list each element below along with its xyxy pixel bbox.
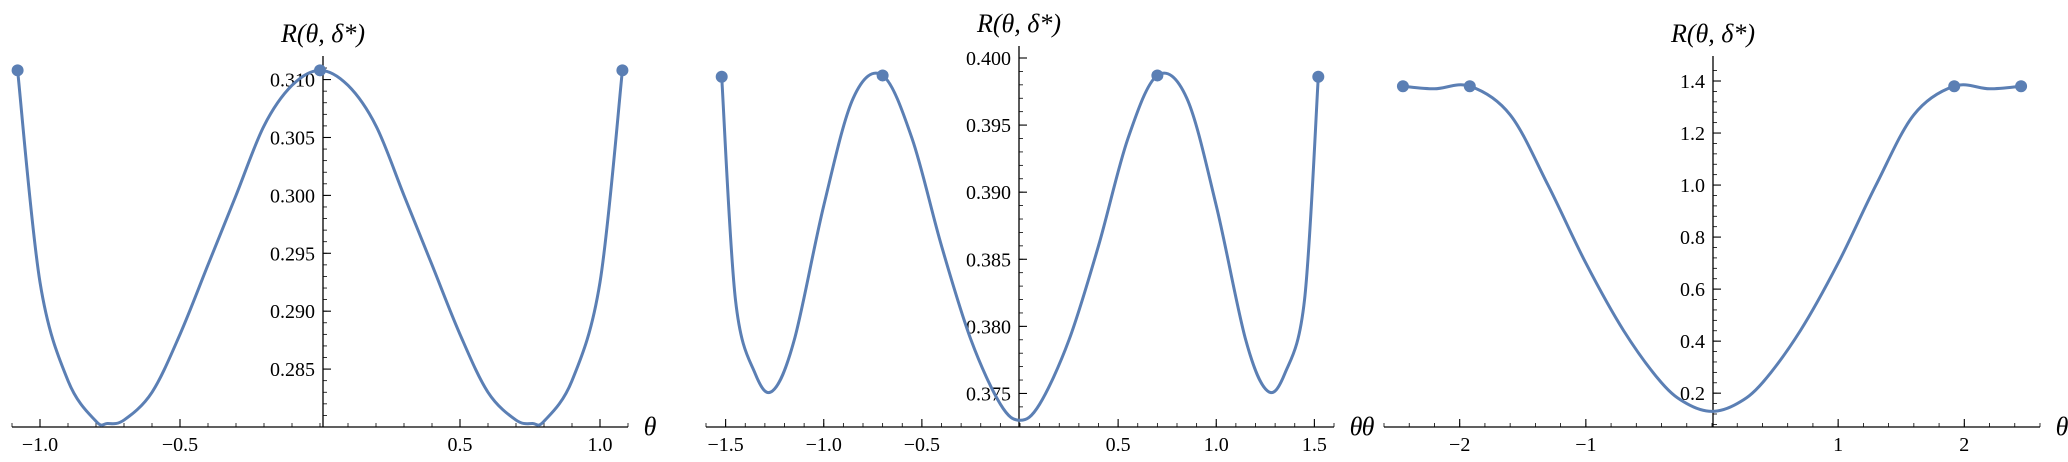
x-tick-label: −0.5: [162, 434, 198, 456]
risk-curve: [720, 71, 1320, 422]
risk-curve: [1402, 83, 2022, 413]
data-point: [876, 69, 889, 82]
x-tick-label: −2: [1449, 434, 1470, 456]
data-point: [715, 70, 728, 83]
x-axis-label-left: θ: [1362, 412, 1375, 441]
data-point: [1463, 80, 1476, 93]
y-tick-label: 1.0: [1680, 175, 1705, 197]
y-tick-label: 0.300: [270, 185, 315, 207]
x-tick-label: 1: [1833, 434, 1843, 456]
y-axis-label: R(θ, δ*): [1670, 19, 1755, 48]
y-tick-label: 0.4: [1680, 331, 1705, 353]
x-axis-label: θ: [2056, 412, 2068, 441]
x-tick-label: −1.0: [806, 434, 842, 456]
data-point: [11, 64, 24, 77]
x-tick-label: 0.5: [448, 434, 473, 456]
data-point: [2015, 80, 2028, 93]
data-point: [314, 64, 326, 77]
y-tick-label: 0.400: [966, 48, 1011, 70]
data-point: [1312, 70, 1325, 83]
x-tick-label: −1: [1575, 434, 1596, 456]
y-tick-label: 1.4: [1680, 71, 1705, 93]
x-tick-label: −0.5: [904, 434, 940, 456]
plot-2: −1.5 −1.0 −0.5 0.5 1.0 1.5 0.375 0.380 0.385 0.39…: [705, 9, 1363, 456]
x-tick-label: 1.0: [1204, 434, 1229, 456]
plot-1: −1.0 −0.5 0.5 1.00.2850.2900.2950.3000.3050…: [11, 19, 657, 456]
y-tick-label: 0.285: [270, 359, 315, 381]
y-tick-label: 0.390: [966, 182, 1011, 204]
data-point: [1396, 80, 1409, 93]
x-tick-label: −1.5: [707, 434, 743, 456]
y-tick-label: 0.305: [270, 127, 315, 149]
x-axis-label: θ: [1350, 412, 1363, 441]
y-tick-label: 1.2: [1680, 123, 1705, 145]
x-tick-label: 0.5: [1106, 434, 1131, 456]
y-axis-label: R(θ, δ*): [976, 9, 1061, 38]
x-axis-label: θ: [644, 412, 657, 441]
x-tick-label: 2: [1959, 434, 1969, 456]
y-tick-label: 0.380: [966, 316, 1011, 338]
y-tick-label: 0.375: [966, 383, 1011, 405]
data-point: [1151, 69, 1164, 82]
y-tick-label: 0.295: [270, 243, 315, 265]
y-axis-label: R(θ, δ*): [280, 19, 365, 48]
data-point: [616, 64, 629, 77]
y-tick-label: 0.290: [270, 301, 315, 323]
x-tick-label: 1.0: [588, 434, 613, 456]
x-tick-label: 1.5: [1302, 434, 1327, 456]
x-tick-label: −1.0: [22, 434, 58, 456]
y-tick-label: 0.385: [966, 249, 1011, 271]
risk-curve: [16, 68, 624, 427]
y-tick-label: 0.395: [966, 115, 1011, 137]
y-tick-label: 0.2: [1680, 383, 1705, 405]
y-tick-label: 0.6: [1680, 279, 1705, 301]
data-point: [1948, 80, 1961, 93]
y-tick-label: 0.8: [1680, 227, 1705, 249]
plot-3: −2 −1 1 2 0.2 0.4 0.6 0.8 1.0 1.2 1.4 R(θ, δ*) θ θ: [1362, 19, 2068, 456]
